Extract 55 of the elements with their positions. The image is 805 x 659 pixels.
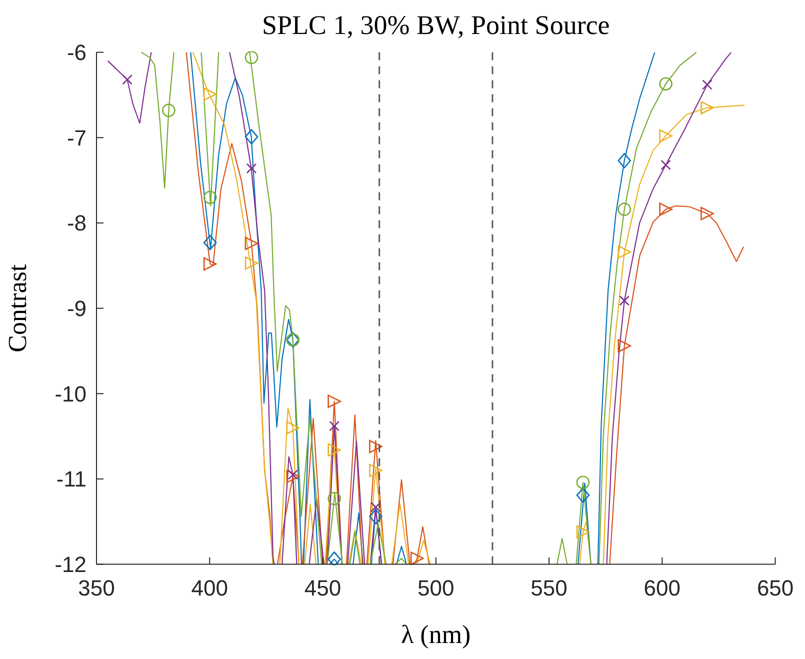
point <box>576 525 590 539</box>
point <box>286 470 300 484</box>
point <box>619 295 630 306</box>
point <box>203 234 217 250</box>
point <box>244 51 258 64</box>
y-tick-label: -9 <box>66 296 86 321</box>
point <box>660 160 671 170</box>
point <box>618 153 632 168</box>
y-tick-label: -11 <box>56 466 86 492</box>
point <box>328 492 341 506</box>
point <box>700 101 714 114</box>
point <box>702 80 712 90</box>
point <box>244 129 258 144</box>
point <box>410 552 424 565</box>
chart-title: SPLC 1, 30% BW, Point Source <box>262 10 610 40</box>
y-tick-label: -7 <box>66 125 86 150</box>
x-axis-title: λ (nm) <box>401 620 471 649</box>
point <box>329 420 340 432</box>
y-tick-label: -12 <box>54 552 86 577</box>
point <box>244 256 258 270</box>
point <box>246 163 257 174</box>
point <box>122 74 132 85</box>
point <box>162 104 176 117</box>
point <box>618 245 632 259</box>
point <box>659 202 672 216</box>
x-tick-label: 350 <box>78 575 115 600</box>
point <box>618 339 632 352</box>
point <box>328 394 341 408</box>
x-tick-label: 450 <box>304 575 342 600</box>
point <box>576 476 590 490</box>
x-tick-label: 600 <box>644 575 681 600</box>
y-axis-title: Contrast <box>3 263 32 352</box>
y-tick-label: -10 <box>54 381 86 406</box>
y-tick-label: -8 <box>66 210 86 236</box>
point <box>618 202 632 216</box>
x-tick-label: 650 <box>756 575 794 600</box>
point <box>659 77 672 91</box>
point <box>700 206 714 220</box>
point <box>203 257 217 271</box>
x-tick-label: 550 <box>530 575 568 600</box>
point <box>203 190 217 204</box>
point <box>286 421 300 434</box>
point <box>328 443 341 457</box>
point <box>659 129 672 143</box>
point <box>369 440 382 454</box>
x-tick-label: 500 <box>418 575 454 600</box>
x-tick-label: 400 <box>191 575 228 600</box>
point <box>369 508 382 524</box>
point <box>576 488 590 503</box>
point <box>203 87 217 101</box>
point <box>370 502 381 512</box>
y-tick-label: -6 <box>66 40 86 65</box>
point <box>328 552 341 566</box>
point <box>369 464 382 478</box>
point <box>244 236 258 250</box>
